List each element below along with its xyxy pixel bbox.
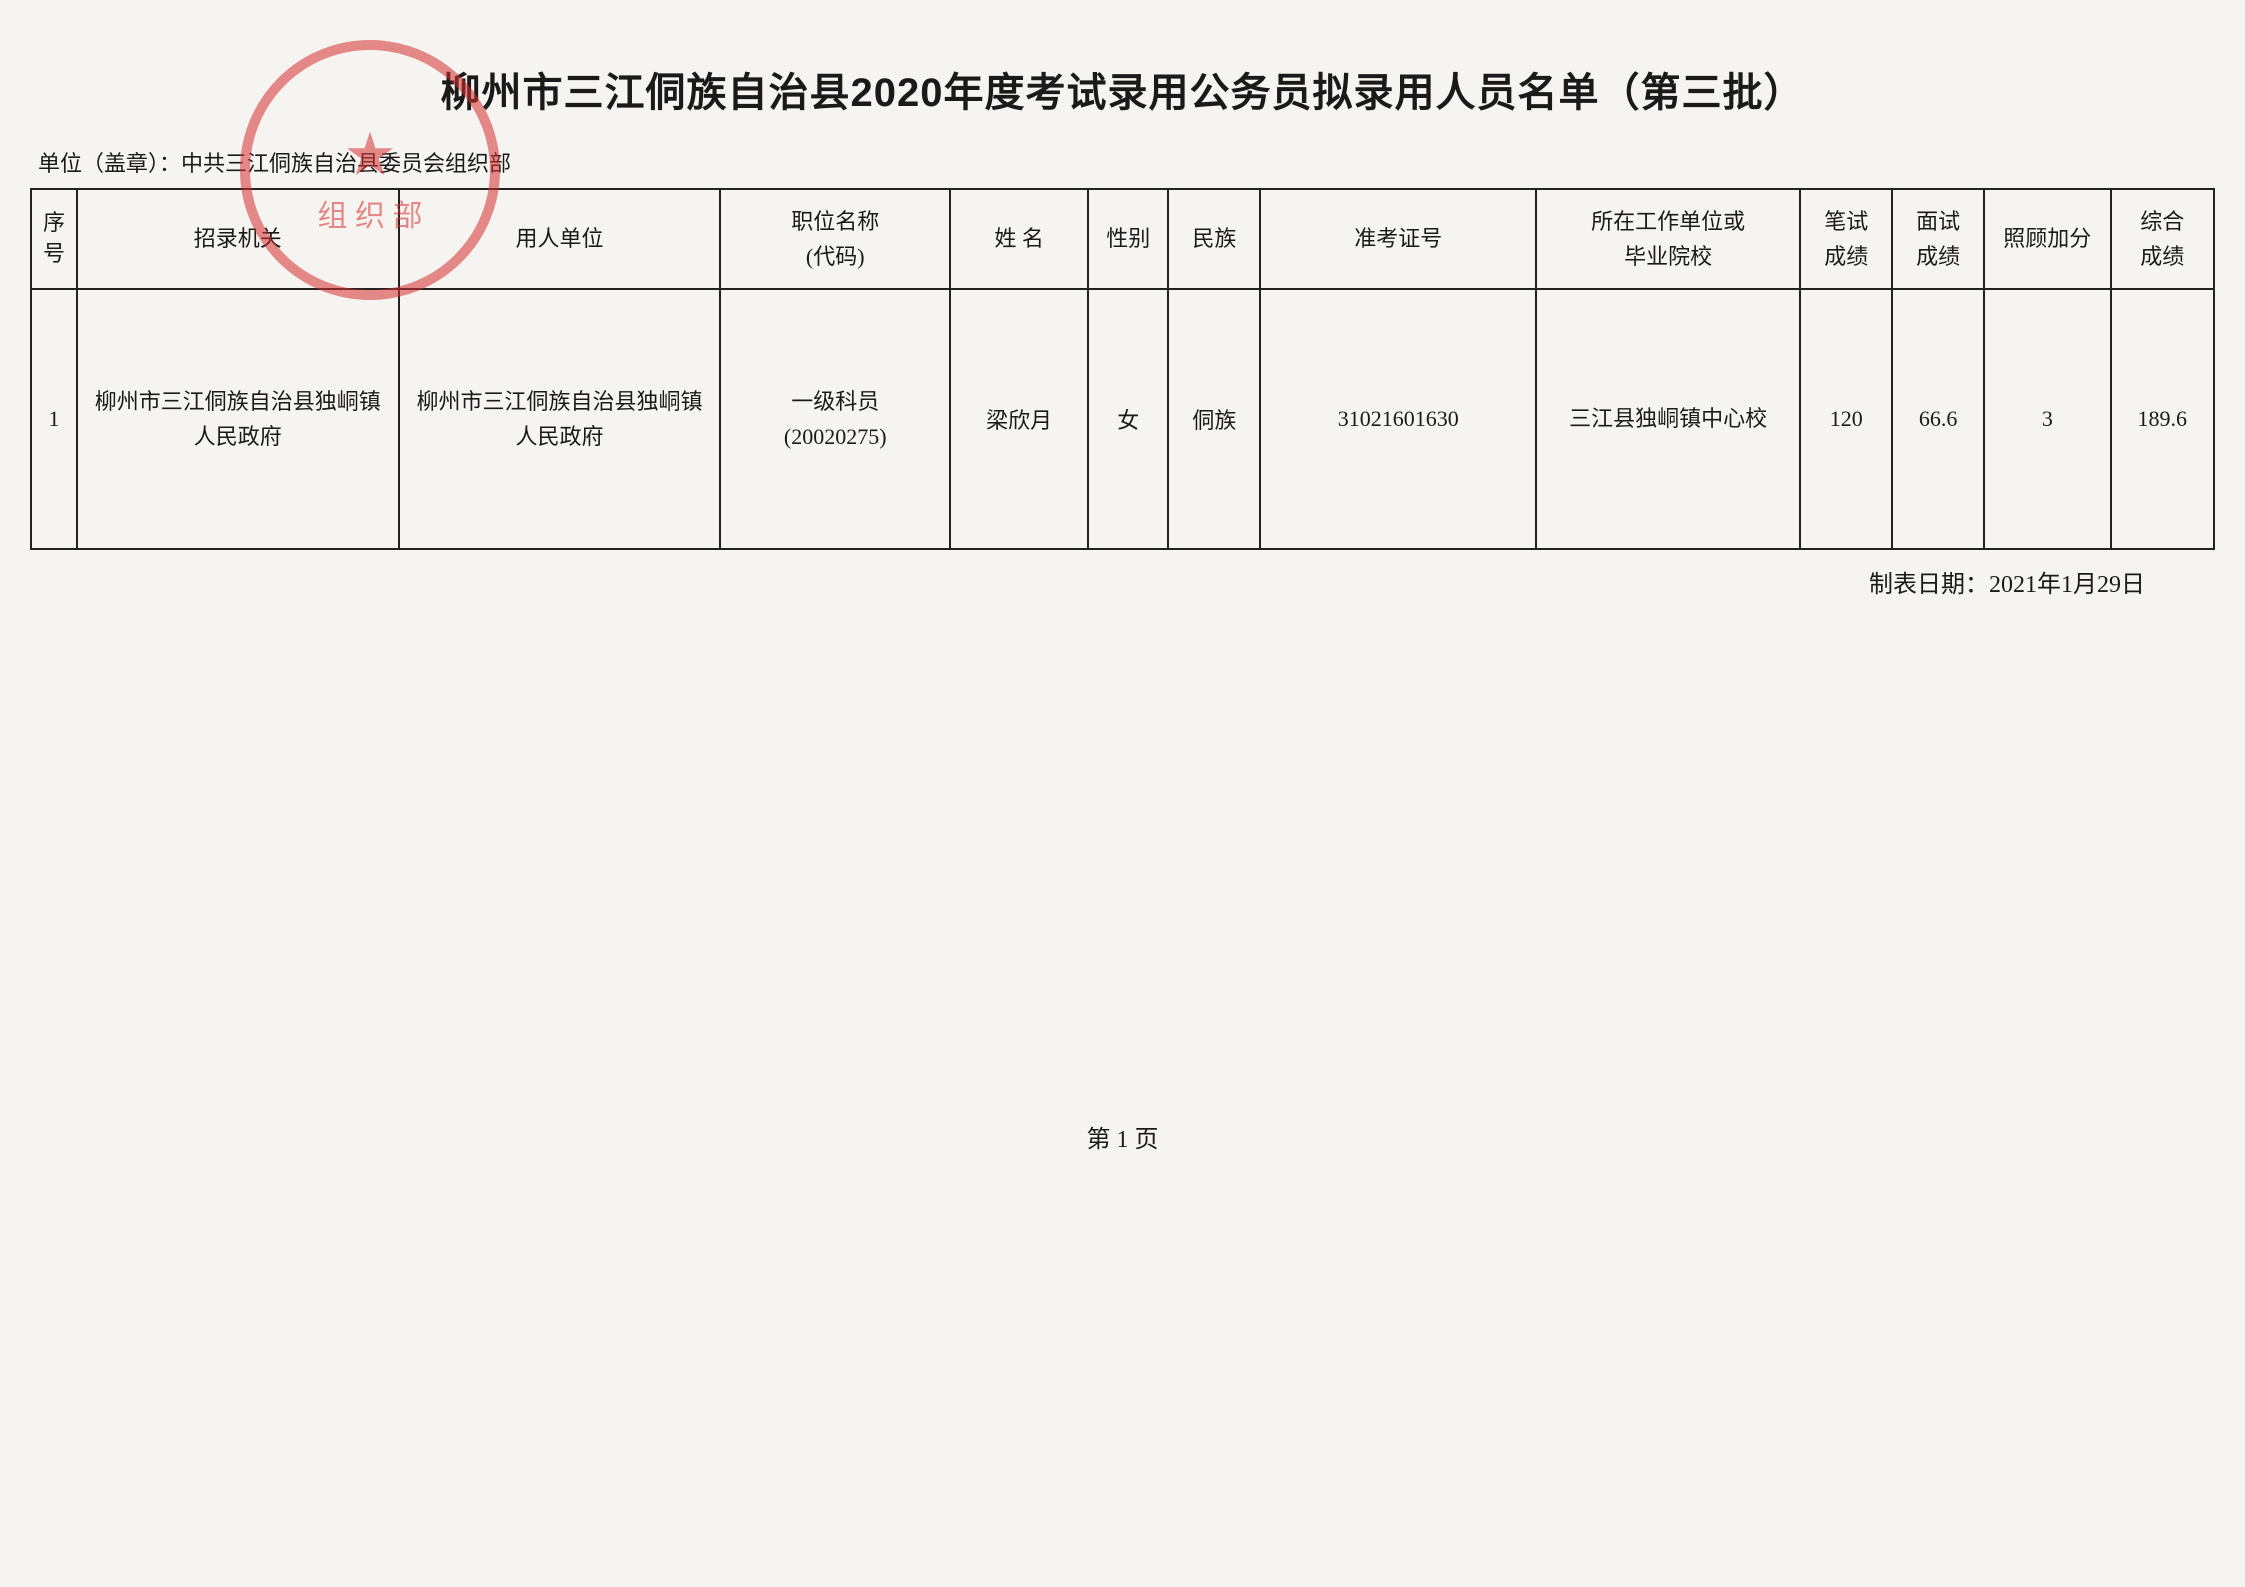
cell-position: 一级科员 (20020275) (720, 289, 950, 549)
document-title: 柳州市三江侗族自治县2020年度考试录用公务员拟录用人员名单（第三批） (30, 60, 2215, 118)
cell-agency-text: 柳州市三江侗族自治县独峒镇人民政府 (95, 389, 381, 449)
cell-bonus: 3 (1984, 289, 2110, 549)
col-header-workplace-line2: 毕业院校 (1624, 244, 1712, 269)
cell-gender: 女 (1088, 289, 1168, 549)
cell-workplace: 三江县独峒镇中心校 (1536, 289, 1800, 549)
cell-interview: 66.6 (1892, 289, 1984, 549)
cell-examno: 31021601630 (1260, 289, 1536, 549)
col-header-agency: 招录机关 (77, 189, 399, 289)
candidates-table: 序号 招录机关 用人单位 职位名称 (代码) 姓 名 性别 民族 准考证号 所在… (30, 188, 2215, 550)
col-header-seq: 序号 (31, 189, 77, 289)
col-header-position-line2: (代码) (806, 244, 865, 269)
col-header-workplace-line1: 所在工作单位或 (1591, 209, 1745, 234)
cell-total: 189.6 (2111, 289, 2215, 549)
cell-written: 120 (1800, 289, 1892, 549)
col-header-written-line1: 笔试 (1824, 209, 1868, 234)
col-header-written-line2: 成绩 (1824, 244, 1868, 269)
cell-workplace-text: 三江县独峒镇中心校 (1569, 406, 1767, 431)
document-page: ★ 组 织 部 柳州市三江侗族自治县2020年度考试录用公务员拟录用人员名单（第… (30, 60, 2215, 1154)
col-header-bonus: 照顾加分 (1984, 189, 2110, 289)
col-header-total-line1: 综合 (2140, 209, 2184, 234)
col-header-total: 综合 成绩 (2111, 189, 2215, 289)
unit-seal-label: 单位（盖章）：中共三江侗族自治县委员会组织部 (38, 146, 2215, 178)
page-number: 第 1 页 (30, 1119, 2215, 1154)
col-header-interview: 面试 成绩 (1892, 189, 1984, 289)
cell-ethnic: 侗族 (1168, 289, 1260, 549)
col-header-name: 姓 名 (950, 189, 1088, 289)
col-header-examno: 准考证号 (1260, 189, 1536, 289)
table-header-row: 序号 招录机关 用人单位 职位名称 (代码) 姓 名 性别 民族 准考证号 所在… (31, 189, 2214, 289)
col-header-interview-line2: 成绩 (1916, 244, 1960, 269)
col-header-total-line2: 成绩 (2140, 244, 2184, 269)
col-header-ethnic: 民族 (1168, 189, 1260, 289)
cell-name: 梁欣月 (950, 289, 1088, 549)
cell-agency: 柳州市三江侗族自治县独峒镇人民政府 (77, 289, 399, 549)
cell-seq: 1 (31, 289, 77, 549)
footer-date: 制表日期：2021年1月29日 (30, 564, 2145, 599)
col-header-workplace: 所在工作单位或 毕业院校 (1536, 189, 1800, 289)
col-header-interview-line1: 面试 (1916, 209, 1960, 234)
cell-position-line1: 一级科员 (791, 389, 879, 414)
cell-position-line2: (20020275) (784, 424, 887, 449)
col-header-position-line1: 职位名称 (791, 209, 879, 234)
col-header-position: 职位名称 (代码) (720, 189, 950, 289)
col-header-gender: 性别 (1088, 189, 1168, 289)
table-row: 1 柳州市三江侗族自治县独峒镇人民政府 柳州市三江侗族自治县独峒镇人民政府 一级… (31, 289, 2214, 549)
col-header-written: 笔试 成绩 (1800, 189, 1892, 289)
col-header-employer: 用人单位 (399, 189, 721, 289)
cell-employer-text: 柳州市三江侗族自治县独峒镇人民政府 (417, 389, 703, 449)
cell-employer: 柳州市三江侗族自治县独峒镇人民政府 (399, 289, 721, 549)
